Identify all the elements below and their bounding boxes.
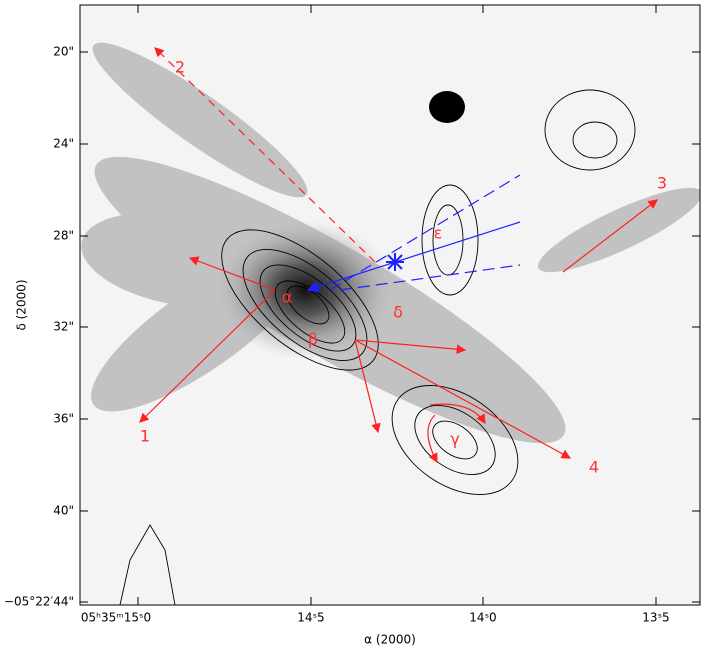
plot-frame [79,4,701,606]
y-tick-label: 28" [53,229,74,243]
outflow-label: 1 [140,427,150,446]
y-tick-label: 36" [53,412,74,426]
x-axis-label: α (2000) [364,633,416,647]
x-tick-label: 14ˢ5 [297,611,324,625]
y-tick-label: 24" [53,137,74,151]
source-label: α [282,288,293,307]
source-label: ε [434,224,443,243]
outflow-label: 3 [657,174,667,193]
source-label: γ [450,430,459,449]
image [80,5,700,605]
x-tick-label: 05ʰ35ᵐ15ˢ0 [81,611,151,625]
outflow-label: 4 [589,458,599,477]
x-tick-label: 14ˢ0 [469,611,496,625]
y-tick-label: −05°22′44" [4,595,74,609]
y-axis-label: δ (2000) [15,279,29,330]
y-tick-label: 20" [53,45,74,59]
source-label: β [308,330,318,349]
x-tick-label: 13ˢ5 [642,611,669,625]
source-label: δ [393,303,403,322]
y-tick-label: 32" [53,320,74,334]
y-tick-label: 40" [53,504,74,518]
outflow-label: 2 [175,58,185,77]
